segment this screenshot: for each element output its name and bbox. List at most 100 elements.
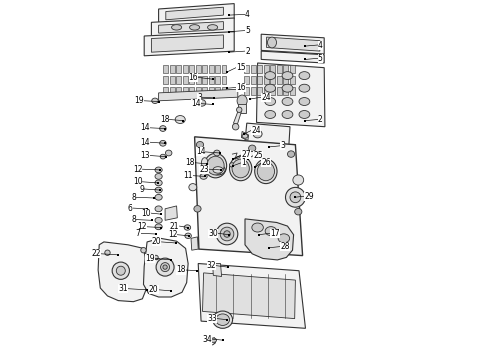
- Ellipse shape: [201, 158, 208, 168]
- Ellipse shape: [190, 24, 199, 30]
- Bar: [209, 76, 214, 84]
- Ellipse shape: [105, 250, 110, 256]
- Bar: [251, 65, 256, 73]
- Text: 14: 14: [192, 99, 201, 108]
- Text: 24: 24: [251, 126, 261, 135]
- Polygon shape: [165, 206, 177, 220]
- Text: 12: 12: [138, 222, 147, 231]
- Ellipse shape: [198, 100, 206, 106]
- Ellipse shape: [116, 266, 125, 275]
- Bar: [283, 65, 288, 73]
- Bar: [283, 76, 288, 84]
- Polygon shape: [159, 4, 234, 23]
- Text: 20: 20: [149, 285, 159, 294]
- Bar: [170, 65, 174, 73]
- Bar: [290, 76, 294, 84]
- Ellipse shape: [282, 98, 293, 105]
- Ellipse shape: [299, 72, 310, 80]
- Polygon shape: [245, 219, 294, 260]
- Text: 17: 17: [270, 229, 280, 238]
- Bar: [176, 76, 181, 84]
- Text: 28: 28: [280, 242, 290, 251]
- Text: 5: 5: [318, 54, 322, 63]
- Bar: [215, 76, 220, 84]
- Polygon shape: [159, 22, 223, 33]
- Bar: [183, 65, 188, 73]
- Text: 14: 14: [140, 138, 149, 147]
- Bar: [164, 87, 168, 95]
- Text: 29: 29: [304, 192, 314, 201]
- Ellipse shape: [160, 154, 166, 159]
- Bar: [277, 87, 282, 95]
- Text: 2: 2: [245, 46, 250, 55]
- Ellipse shape: [214, 150, 220, 156]
- Ellipse shape: [184, 225, 191, 230]
- Ellipse shape: [155, 224, 162, 230]
- Text: 24: 24: [261, 93, 271, 102]
- Text: 2: 2: [318, 115, 322, 124]
- Ellipse shape: [185, 233, 192, 239]
- Ellipse shape: [200, 174, 207, 179]
- Text: 5: 5: [245, 26, 250, 35]
- Text: 23: 23: [199, 165, 209, 174]
- Ellipse shape: [294, 208, 302, 215]
- Ellipse shape: [290, 192, 301, 203]
- Ellipse shape: [163, 265, 167, 269]
- Text: 9: 9: [139, 184, 144, 194]
- Text: 14: 14: [196, 148, 205, 156]
- Ellipse shape: [112, 262, 129, 279]
- Bar: [245, 76, 249, 84]
- Text: 19: 19: [146, 254, 155, 263]
- Ellipse shape: [152, 98, 158, 104]
- Ellipse shape: [293, 175, 304, 185]
- Ellipse shape: [153, 255, 158, 260]
- Polygon shape: [195, 137, 303, 256]
- Ellipse shape: [265, 111, 275, 118]
- Ellipse shape: [278, 234, 290, 243]
- Polygon shape: [213, 264, 221, 276]
- Ellipse shape: [224, 231, 230, 237]
- Bar: [189, 65, 194, 73]
- Text: 26: 26: [261, 158, 271, 167]
- Ellipse shape: [265, 72, 275, 80]
- Bar: [209, 65, 214, 73]
- Ellipse shape: [299, 84, 310, 92]
- Text: 13: 13: [140, 151, 149, 160]
- Text: 18: 18: [185, 158, 195, 167]
- Ellipse shape: [229, 163, 235, 167]
- Ellipse shape: [232, 123, 239, 130]
- Polygon shape: [159, 89, 238, 101]
- Polygon shape: [144, 32, 234, 56]
- Polygon shape: [166, 7, 223, 20]
- Polygon shape: [267, 37, 320, 51]
- Text: 15: 15: [236, 63, 245, 72]
- Polygon shape: [261, 51, 324, 63]
- Bar: [283, 87, 288, 95]
- Text: 16: 16: [189, 73, 198, 82]
- Ellipse shape: [155, 187, 162, 193]
- Ellipse shape: [255, 159, 277, 184]
- Polygon shape: [98, 242, 147, 302]
- Ellipse shape: [160, 140, 166, 146]
- Polygon shape: [257, 63, 325, 127]
- Text: 8: 8: [131, 193, 136, 202]
- Text: 10: 10: [133, 177, 143, 186]
- Ellipse shape: [237, 95, 247, 107]
- Text: 11: 11: [183, 171, 193, 180]
- Bar: [270, 87, 275, 95]
- Polygon shape: [151, 18, 234, 37]
- Bar: [176, 87, 181, 95]
- Bar: [215, 87, 220, 95]
- Bar: [290, 65, 294, 73]
- Bar: [277, 76, 282, 84]
- Text: 34: 34: [202, 335, 212, 343]
- Ellipse shape: [288, 151, 294, 157]
- Bar: [257, 87, 262, 95]
- Ellipse shape: [166, 150, 172, 156]
- Ellipse shape: [232, 159, 249, 178]
- Text: 25: 25: [253, 151, 263, 160]
- Text: 3: 3: [280, 141, 285, 150]
- Ellipse shape: [161, 263, 170, 271]
- Ellipse shape: [282, 72, 293, 80]
- Text: 27: 27: [242, 150, 251, 159]
